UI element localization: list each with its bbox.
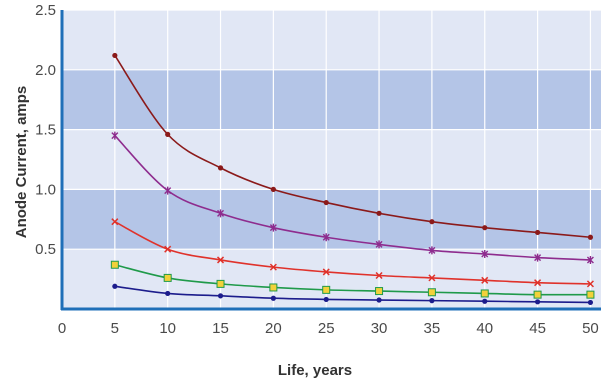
y-tick-label-2.0: 2.0 [35, 62, 56, 79]
series-2-point-3 [217, 209, 225, 218]
series-4-point-6 [375, 287, 384, 296]
series-5-point-6 [376, 297, 382, 303]
series-1-point-9 [534, 229, 541, 236]
series-1-point-7 [429, 219, 435, 225]
axes [60, 10, 601, 311]
y-tick-label-1.0: 1.0 [35, 181, 56, 198]
series-5 [112, 283, 594, 306]
series-4-point-8 [480, 289, 489, 298]
series-4-point-7 [427, 288, 436, 297]
x-tick-label-45: 45 [529, 320, 546, 337]
plot-background-bands [62, 10, 601, 309]
series-1-point-8 [482, 225, 488, 231]
band-dark-1 [62, 189, 601, 250]
series-5-line [114, 285, 591, 304]
series-3-point-1 [111, 218, 119, 226]
x-tick-label-20: 20 [265, 320, 282, 337]
series-2-point-1 [111, 131, 119, 140]
series-4-point-3 [216, 279, 225, 288]
series-3-point-9 [534, 279, 542, 287]
x-tick-label-15: 15 [212, 320, 229, 337]
series-5-point-5 [323, 296, 329, 303]
series-1-point-10 [587, 234, 594, 240]
plot-area [62, 10, 601, 309]
data-series [110, 52, 595, 306]
y-axis-title: Anode Current, amps [13, 86, 30, 239]
series-5-point-1 [112, 283, 118, 289]
x-axis-title: Life, years [278, 362, 352, 379]
series-2-point-9 [534, 253, 542, 262]
series-3-point-10 [586, 280, 594, 288]
series-3-point-7 [428, 274, 436, 282]
series-2-point-4 [269, 223, 277, 232]
series-3-point-2 [164, 245, 172, 253]
series-4-point-5 [322, 285, 331, 294]
x-tick-label-40: 40 [476, 320, 493, 337]
series-3-point-4 [269, 263, 277, 271]
series-3-point-3 [216, 256, 225, 264]
series-1-point-5 [323, 199, 329, 206]
y-tick-label-0.5: 0.5 [35, 241, 56, 258]
series-4-point-1 [110, 260, 119, 269]
series-4-line [114, 263, 591, 296]
series-3 [111, 218, 594, 288]
series-1-point-1 [112, 52, 118, 59]
series-4-point-10 [586, 290, 595, 299]
x-tick-label-35: 35 [424, 320, 441, 337]
x-tick-labels: 0 5 10 15 20 25 30 35 40 45 50 [58, 320, 599, 337]
x-tick-label-0: 0 [58, 320, 66, 337]
series-2-point-5 [322, 233, 330, 242]
x-tick-label-30: 30 [371, 320, 388, 337]
series-2-point-8 [481, 249, 489, 258]
x-tick-label-25: 25 [318, 320, 335, 337]
series-1-point-2 [165, 131, 171, 137]
series-3-line [114, 220, 591, 285]
y-tick-label-2.5: 2.5 [35, 2, 56, 19]
x-tick-label-50: 50 [582, 320, 599, 337]
series-2-line [114, 135, 591, 261]
series-3-point-5 [322, 268, 330, 276]
series-2-point-10 [586, 255, 594, 264]
series-2-point-2 [164, 186, 172, 195]
series-5-point-3 [217, 293, 224, 299]
x-tick-label-5: 5 [111, 320, 119, 337]
y-tick-label-1.5: 1.5 [35, 122, 56, 139]
series-5-point-4 [270, 295, 276, 301]
y-tick-labels: 0.5 1.0 1.5 2.0 2.5 [35, 2, 56, 258]
series-5-point-8 [482, 298, 488, 304]
series-1-point-4 [270, 186, 276, 192]
series-4-point-9 [533, 290, 542, 299]
series-2-point-7 [428, 246, 436, 255]
x-tick-label-10: 10 [159, 320, 176, 337]
series-5-point-7 [429, 298, 435, 304]
series-2 [111, 131, 594, 264]
series-5-point-9 [534, 299, 541, 305]
series-4 [110, 260, 595, 299]
series-1-point-3 [217, 165, 224, 171]
series-1-line [114, 55, 591, 239]
series-4-point-4 [269, 283, 278, 292]
series-5-point-2 [165, 290, 171, 297]
series-5-point-10 [587, 299, 594, 306]
series-1-point-6 [376, 210, 382, 216]
series-3-point-8 [481, 276, 489, 284]
band-dark-2 [62, 69, 601, 130]
series-1 [112, 52, 594, 240]
series-3-point-6 [375, 271, 383, 280]
series-4-point-2 [163, 273, 172, 282]
series-2-point-6 [375, 240, 383, 249]
